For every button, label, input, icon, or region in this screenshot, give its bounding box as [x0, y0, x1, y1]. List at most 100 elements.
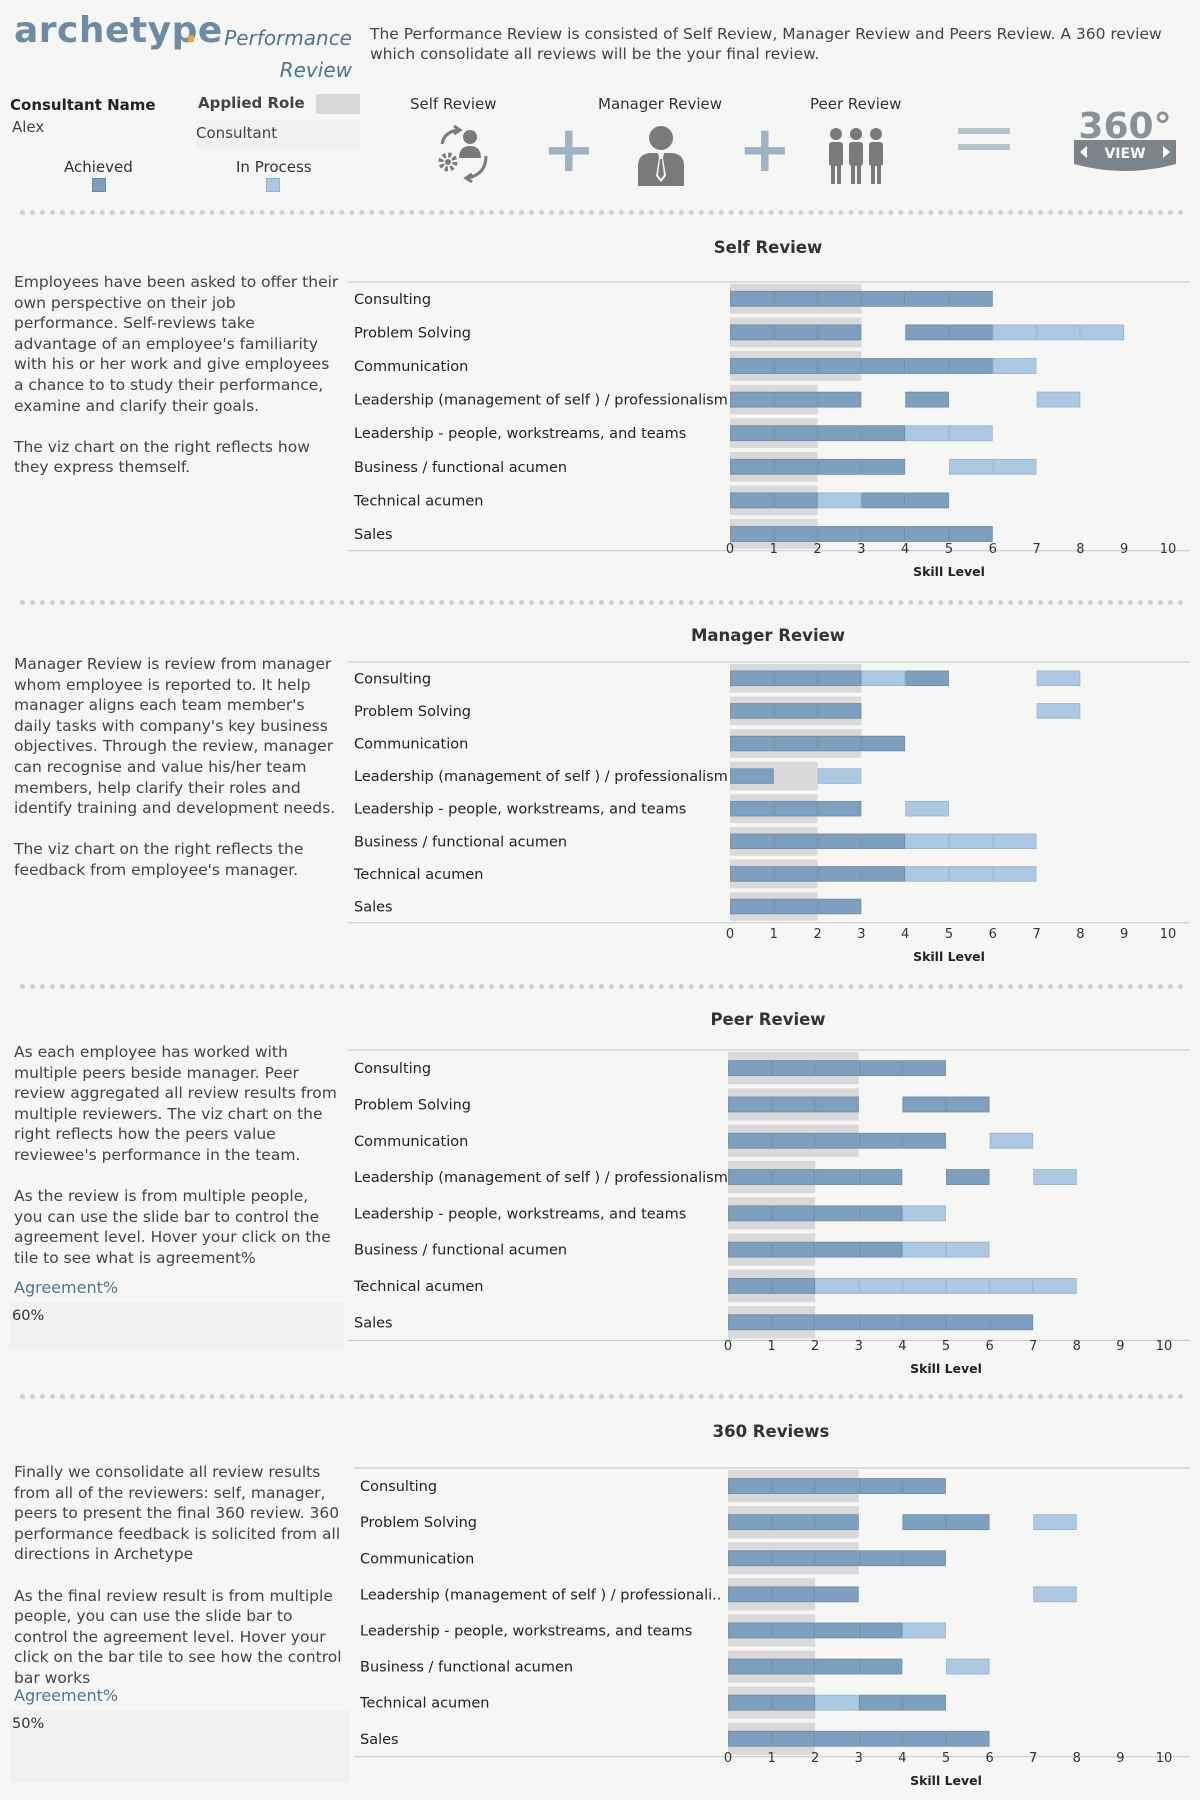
achieved-bar-cell: [949, 526, 993, 542]
consultant-name-value[interactable]: Alex: [12, 118, 45, 136]
achieved-bar-cell: [815, 1096, 859, 1113]
skill-row-label: Technical acumen: [353, 1279, 483, 1295]
achieved-bar-cell: [817, 833, 862, 850]
skill-row-label: Problem Solving: [354, 325, 471, 341]
achieved-bar-cell: [771, 1694, 816, 1711]
achieved-bar-cell: [858, 1658, 903, 1675]
peer-agreement-value: 60%: [12, 1308, 45, 1324]
skill-row-label: Leadership - people, workstreams, and te…: [360, 1623, 692, 1639]
peer-agreement-label: Agreement%: [14, 1278, 119, 1297]
in-process-bar-cell: [946, 1241, 990, 1258]
applied-role-label: Applied Role: [198, 94, 305, 112]
view-360-icon[interactable]: 360° VIEW: [1070, 104, 1180, 182]
achieved-bar-cell: [861, 492, 906, 509]
x-tick-label: 7: [1029, 1751, 1037, 1766]
applied-role-field[interactable]: Consultant: [196, 120, 360, 148]
skill-row-label: Business / functional acumen: [354, 834, 567, 850]
achieved-bar-cell: [771, 1478, 816, 1494]
achieved-bar-cell: [773, 898, 818, 915]
achieved-bar-cell: [905, 492, 949, 509]
section-divider: [20, 1394, 1184, 1399]
in-process-bar-cell: [992, 358, 1037, 374]
achieved-bar-cell: [771, 1622, 816, 1639]
peer-review-title: Peer Review: [710, 1010, 826, 1029]
review-360-chart[interactable]: Consulting Problem Solving Communication Le…: [354, 1448, 1190, 1794]
achieved-bar-cell: [949, 324, 993, 341]
skill-row-label: Communication: [354, 359, 468, 375]
x-tick-label: 3: [857, 927, 865, 942]
achieved-bar-cell: [771, 1550, 816, 1567]
achieved-bar-cell: [728, 1694, 772, 1711]
x-tick-label: 9: [1120, 927, 1128, 942]
achieved-bar-cell: [728, 1132, 772, 1149]
x-tick-label: 4: [898, 1751, 906, 1766]
achieved-bar-cell: [730, 866, 774, 882]
in-process-bar-cell: [815, 1278, 859, 1294]
legend-in-process-swatch[interactable]: [266, 178, 280, 192]
achieved-bar-cell: [773, 458, 818, 475]
achieved-bar-cell: [858, 1314, 903, 1331]
achieved-bar-cell: [817, 670, 862, 687]
peer-review-description: As each employee has worked with multipl…: [14, 1043, 337, 1267]
skill-row-label: Communication: [360, 1551, 474, 1567]
achieved-bar-cell: [858, 1478, 903, 1494]
x-tick-label: 0: [724, 1751, 732, 1766]
x-tick-label: 9: [1116, 1751, 1124, 1766]
skill-row-label: Leadership (management of self ) / profe…: [354, 393, 728, 409]
x-tick-label: 5: [945, 927, 953, 942]
skill-row-label: Technical acumen: [353, 867, 483, 883]
achieved-bar-cell: [728, 1730, 772, 1747]
achieved-bar-cell: [730, 425, 774, 442]
achieved-bar-cell: [858, 1132, 903, 1149]
achieved-bar-cell: [730, 492, 774, 509]
x-tick-label: 3: [855, 1339, 863, 1354]
manager-icon: [638, 126, 684, 186]
x-tick-label: 0: [726, 542, 734, 557]
in-process-bar-cell: [949, 458, 993, 475]
x-tick-label: 4: [901, 927, 909, 942]
x-tick-label: 10: [1156, 1339, 1173, 1354]
in-process-bar-cell: [861, 670, 906, 687]
x-tick-label: 4: [901, 542, 909, 557]
review-360-agreement-control[interactable]: 50%: [10, 1710, 350, 1782]
in-process-bar-cell: [902, 1622, 946, 1639]
skill-row-label: Business / functional acumen: [360, 1660, 573, 1676]
achieved-bar-cell: [771, 1278, 816, 1294]
achieved-bar-cell: [861, 358, 906, 374]
achieved-bar-cell: [728, 1060, 772, 1077]
peer-review-chart[interactable]: Consulting Problem Solving Communication Le…: [348, 1036, 1190, 1382]
achieved-bar-cell: [815, 1060, 859, 1077]
applied-role-value: Consultant: [196, 124, 278, 142]
in-process-bar-cell: [949, 425, 993, 442]
x-tick-label: 1: [767, 1751, 775, 1766]
x-tick-label: 8: [1073, 1751, 1081, 1766]
x-tick-label: 7: [1029, 1339, 1037, 1354]
section-divider: [20, 984, 1184, 989]
achieved-bar-cell: [817, 800, 862, 817]
achieved-bar-cell: [728, 1478, 772, 1494]
x-tick-label: 1: [767, 1339, 775, 1354]
peers-icon: [829, 128, 883, 184]
self-review-chart[interactable]: Consulting Problem Solving Communication Le…: [348, 262, 1190, 586]
legend-achieved-swatch[interactable]: [92, 178, 106, 192]
skill-row-label: Problem Solving: [354, 704, 471, 720]
achieved-bar-cell: [902, 1096, 946, 1113]
peer-agreement-control[interactable]: 60%: [10, 1302, 344, 1348]
achieved-bar-cell: [728, 1514, 772, 1531]
header-self-review-label: Self Review: [410, 95, 497, 113]
x-tick-label: 0: [724, 1339, 732, 1354]
in-process-bar-cell: [858, 1278, 903, 1294]
skill-row-label: Sales: [354, 900, 393, 916]
achieved-bar-cell: [815, 1658, 859, 1675]
achieved-bar-cell: [771, 1658, 816, 1675]
in-process-bar-cell: [992, 866, 1037, 882]
achieved-bar-cell: [773, 866, 818, 882]
achieved-bar-cell: [905, 324, 949, 341]
in-process-bar-cell: [989, 1132, 1034, 1149]
x-tick-label: 9: [1120, 542, 1128, 557]
skill-row-label: Leadership (management of self ) / profe…: [354, 1170, 728, 1186]
manager-review-chart[interactable]: Consulting Problem Solving Communication Le…: [348, 652, 1190, 968]
x-tick-label: 0: [726, 927, 734, 942]
achieved-bar-cell: [773, 290, 818, 307]
achieved-bar-cell: [817, 898, 862, 915]
